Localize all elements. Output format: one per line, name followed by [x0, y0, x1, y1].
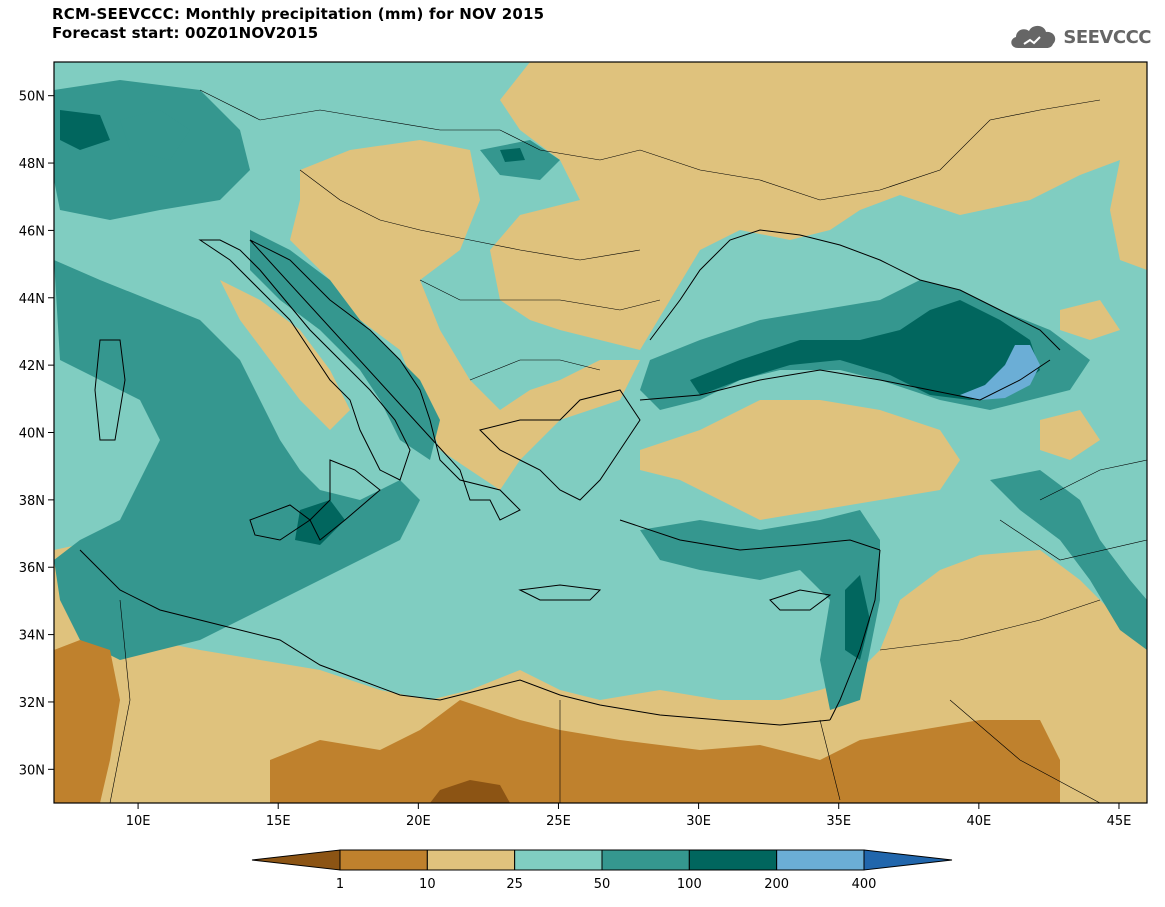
- lat-tick-label: 30N: [19, 763, 45, 778]
- lat-tick-label: 36N: [19, 561, 45, 576]
- colorbar-swatch: [601, 849, 690, 871]
- lat-tick-label: 50N: [19, 90, 45, 105]
- colorbar-label: 100: [677, 877, 702, 892]
- lon-tick-label: 10E: [126, 814, 151, 829]
- lon-tick-label: 40E: [966, 814, 991, 829]
- colorbar-label: 50: [594, 877, 611, 892]
- lon-tick-label: 30E: [686, 814, 711, 829]
- country-borders: [109, 89, 1147, 803]
- class-200-400: [960, 345, 1040, 400]
- colorbar-swatch: [688, 849, 778, 871]
- lat-tick-label: 38N: [19, 494, 45, 509]
- colorbar-lower-extension: [251, 849, 341, 871]
- lat-tick-label: 32N: [19, 696, 45, 711]
- lat-tick-label: 46N: [19, 224, 45, 239]
- precipitation-fill: [54, 62, 1147, 803]
- lat-tick-label: 44N: [19, 292, 45, 307]
- map-title: RCM-SEEVCCC: Monthly precipitation (mm) …: [52, 5, 545, 23]
- class-100-200: [60, 110, 1040, 660]
- lat-tick-label: 42N: [19, 359, 45, 374]
- lat-tick-label: 48N: [19, 157, 45, 172]
- colorbar-label: 400: [852, 877, 877, 892]
- colorbar-label: 200: [764, 877, 789, 892]
- colorbar-swatch: [776, 849, 865, 871]
- lon-tick-label: 45E: [1107, 814, 1132, 829]
- forecast-start-label: Forecast start: 00Z01NOV2015: [52, 24, 319, 42]
- seevccc-logo: SEEVCCC: [1008, 22, 1151, 52]
- lon-tick-label: 35E: [826, 814, 851, 829]
- class-below-1: [430, 780, 510, 803]
- colorbar-label: 25: [506, 877, 523, 892]
- colorbar-swatch: [514, 849, 603, 871]
- lon-tick-label: 25E: [546, 814, 571, 829]
- colorbar: 1 10 25 50 100 200 400: [251, 849, 953, 892]
- lon-tick-label: 20E: [406, 814, 431, 829]
- lat-tick-label: 40N: [19, 427, 45, 442]
- latitude-axis: 50N 48N 46N 44N 42N 40N 38N 36N 34N 32N 30N: [19, 90, 54, 778]
- cloud-icon: [1011, 25, 1056, 48]
- colorbar-label: 1: [336, 877, 344, 892]
- colorbar-swatch: [339, 849, 428, 871]
- longitude-axis: 10E 15E 20E 25E 30E 35E 40E 45E: [126, 803, 1132, 829]
- colorbar-swatch: [426, 849, 516, 871]
- lat-tick-label: 34N: [19, 629, 45, 644]
- colorbar-label: 10: [419, 877, 436, 892]
- logo-text: SEEVCCC: [1063, 26, 1151, 48]
- coastlines: [79, 229, 1061, 726]
- colorbar-upper-extension: [863, 849, 953, 871]
- lon-tick-label: 15E: [266, 814, 291, 829]
- class-1-10: [54, 640, 1060, 803]
